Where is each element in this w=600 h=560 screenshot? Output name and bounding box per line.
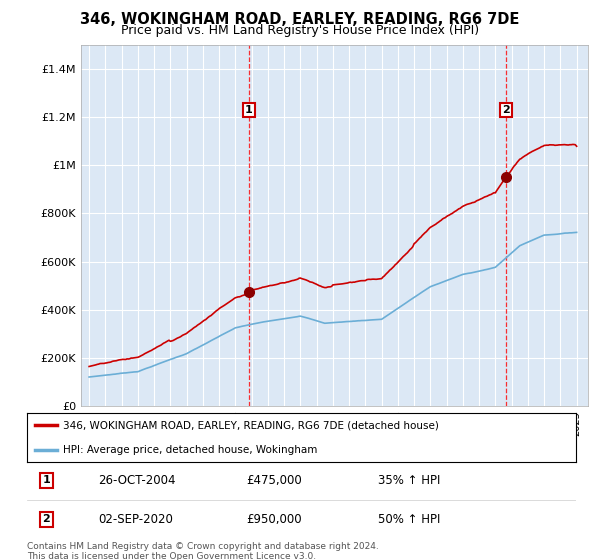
Text: £475,000: £475,000 <box>247 474 302 487</box>
Text: 26-OCT-2004: 26-OCT-2004 <box>98 474 176 487</box>
Text: 346, WOKINGHAM ROAD, EARLEY, READING, RG6 7DE (detached house): 346, WOKINGHAM ROAD, EARLEY, READING, RG… <box>62 421 439 431</box>
Text: 1: 1 <box>245 105 253 115</box>
Text: 346, WOKINGHAM ROAD, EARLEY, READING, RG6 7DE: 346, WOKINGHAM ROAD, EARLEY, READING, RG… <box>80 12 520 27</box>
Text: £950,000: £950,000 <box>247 513 302 526</box>
Text: 2: 2 <box>43 515 50 524</box>
Text: 02-SEP-2020: 02-SEP-2020 <box>98 513 173 526</box>
Text: 2: 2 <box>502 105 510 115</box>
Text: 35% ↑ HPI: 35% ↑ HPI <box>379 474 441 487</box>
Text: Price paid vs. HM Land Registry's House Price Index (HPI): Price paid vs. HM Land Registry's House … <box>121 24 479 36</box>
Text: 1: 1 <box>43 475 50 485</box>
Text: HPI: Average price, detached house, Wokingham: HPI: Average price, detached house, Woki… <box>62 445 317 455</box>
Text: 50% ↑ HPI: 50% ↑ HPI <box>379 513 441 526</box>
Text: Contains HM Land Registry data © Crown copyright and database right 2024.
This d: Contains HM Land Registry data © Crown c… <box>27 542 379 560</box>
